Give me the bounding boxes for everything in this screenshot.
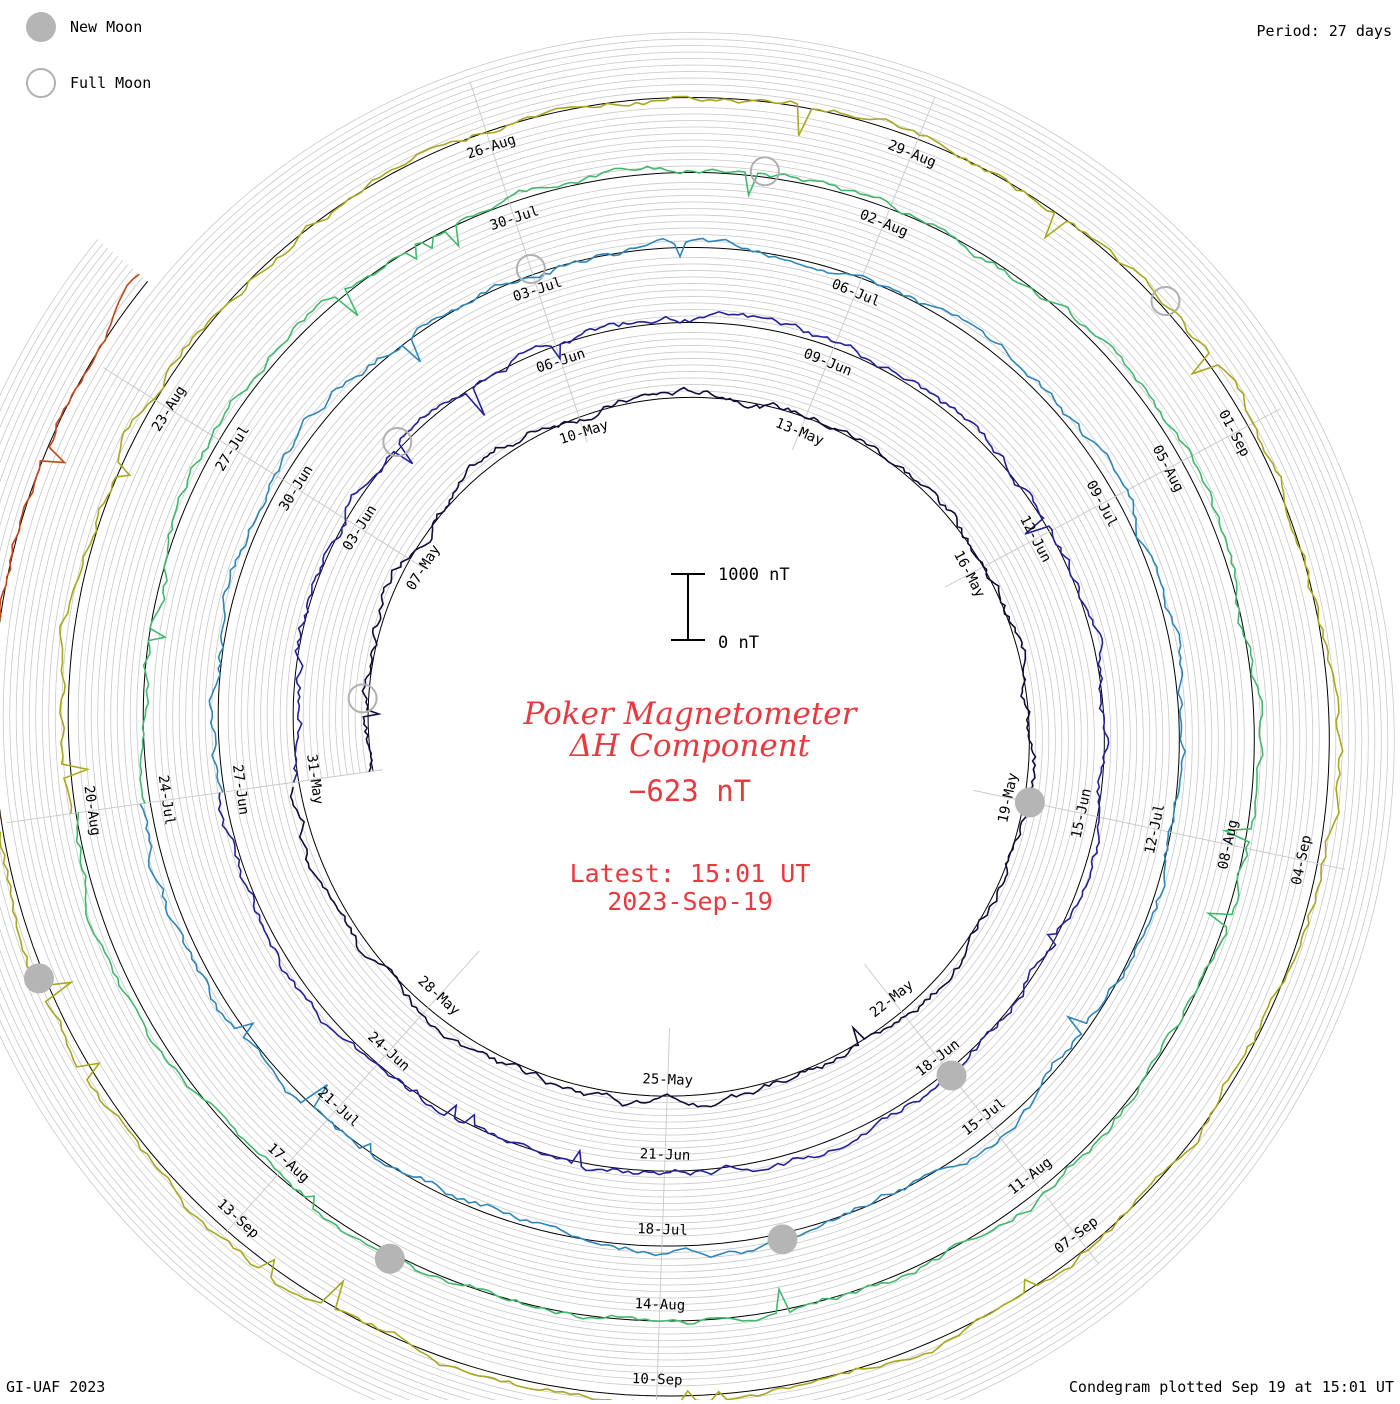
date-label: 10-Sep bbox=[632, 1371, 683, 1389]
trace-rotation-3 bbox=[139, 237, 1187, 1259]
grid-spiral bbox=[0, 38, 1389, 1404]
grid-spiral bbox=[0, 32, 1395, 1404]
trace-rotation-2 bbox=[217, 310, 1110, 1176]
date-label: 15-Jun bbox=[1069, 787, 1095, 840]
grid-spiral bbox=[0, 84, 1343, 1404]
full-moon-marker bbox=[515, 253, 546, 284]
title-line-1: Poker Magnetometer bbox=[523, 696, 857, 732]
date-label: 24-Jun bbox=[364, 1029, 412, 1075]
scale-bottom-label: 0 nT bbox=[718, 633, 759, 653]
current-value: −623 nT bbox=[628, 774, 752, 808]
date-label: 29-Aug bbox=[885, 137, 938, 171]
spoke-layer bbox=[6, 81, 1346, 1404]
full-moon-marker bbox=[347, 683, 378, 714]
radial-spoke bbox=[655, 1027, 670, 1404]
trace-rotation-4 bbox=[75, 165, 1264, 1325]
legend-new-moon: New Moon bbox=[26, 12, 142, 42]
date-label: 25-May bbox=[642, 1071, 693, 1089]
grid-layer bbox=[0, 32, 1395, 1404]
date-label: 03-Jul bbox=[511, 274, 564, 305]
radial-spoke bbox=[224, 950, 480, 1234]
grid-spiral bbox=[0, 45, 1382, 1404]
date-label: 27-Jul bbox=[213, 423, 253, 474]
date-label: 09-Jun bbox=[801, 346, 854, 380]
date-label: 13-Sep bbox=[214, 1196, 262, 1242]
chart-title: Poker Magnetometer ΔH Component bbox=[450, 698, 930, 762]
latest-date: 2023-Sep-19 bbox=[607, 887, 773, 916]
full-moon-marker bbox=[382, 427, 413, 458]
legend-full-moon-label: Full Moon bbox=[70, 74, 152, 92]
scale-bar: 1000 nT 0 nT bbox=[671, 565, 790, 653]
full-moon-icon bbox=[26, 68, 56, 98]
full-moon-marker bbox=[1150, 285, 1181, 316]
date-label: 07-Sep bbox=[1052, 1214, 1102, 1258]
title-line-2: ΔH Component bbox=[569, 728, 811, 764]
date-label: 22-May bbox=[867, 977, 917, 1021]
radial-spoke bbox=[6, 769, 383, 824]
full-moon-marker bbox=[749, 156, 780, 187]
new-moon-marker bbox=[1014, 787, 1045, 818]
date-label: 07-May bbox=[403, 542, 443, 593]
grid-spiral bbox=[0, 51, 1376, 1404]
radial-spoke bbox=[103, 367, 426, 570]
footer-plot-info: Condegram plotted Sep 19 at 15:01 UT bbox=[1068, 1378, 1394, 1396]
trace-layer bbox=[0, 95, 1344, 1404]
grid-spiral bbox=[0, 71, 1356, 1404]
period-label: Period: 27 days bbox=[1256, 22, 1392, 40]
new-moon-marker bbox=[23, 963, 54, 994]
radial-spoke bbox=[864, 964, 1100, 1265]
trace-rotation-1 bbox=[289, 386, 1037, 1108]
latest-block: Latest: 15:01 UT 2023-Sep-19 bbox=[450, 860, 930, 916]
grid-spiral bbox=[0, 64, 1363, 1404]
new-moon-marker bbox=[936, 1060, 967, 1091]
date-label: 28-May bbox=[415, 973, 463, 1019]
date-label: 23-Aug bbox=[149, 383, 189, 434]
legend-new-moon-label: New Moon bbox=[70, 18, 143, 36]
grid-spiral bbox=[0, 58, 1369, 1404]
radial-spoke bbox=[469, 81, 588, 443]
new-moon-icon bbox=[26, 12, 56, 42]
date-label: 02-Aug bbox=[857, 207, 910, 241]
new-moon-marker bbox=[374, 1243, 405, 1274]
trace-rotation-6 bbox=[0, 273, 140, 821]
radial-spoke bbox=[944, 408, 1281, 588]
date-label: 18-Jul bbox=[637, 1221, 688, 1239]
date-label: 30-Jun bbox=[276, 463, 316, 514]
date-label: 27-Jun bbox=[229, 764, 252, 816]
date-label: 21-Jun bbox=[640, 1146, 691, 1164]
date-label: 16-May bbox=[950, 548, 988, 600]
trace-rotation-5 bbox=[0, 95, 1344, 1404]
footer-credit: GI-UAF 2023 bbox=[6, 1378, 106, 1396]
latest-time: Latest: 15:01 UT bbox=[569, 859, 811, 888]
date-label: 04-Sep bbox=[1289, 834, 1315, 887]
date-label: 24-Jul bbox=[155, 774, 178, 826]
baseline-spiral bbox=[0, 96, 1330, 1397]
date-label: 21-Jul bbox=[314, 1085, 362, 1131]
date-label: 12-Jun bbox=[1016, 513, 1054, 565]
date-label: 08-Aug bbox=[1215, 818, 1241, 871]
date-label: 11-Aug bbox=[1005, 1155, 1055, 1199]
date-label: 12-Jul bbox=[1142, 803, 1168, 856]
date-label: 14-Aug bbox=[634, 1296, 685, 1314]
moon-layer bbox=[23, 156, 1181, 1274]
grid-spiral bbox=[0, 77, 1350, 1404]
date-label: 15-Jul bbox=[959, 1095, 1009, 1139]
date-label: 20-Aug bbox=[80, 785, 103, 837]
scale-top-label: 1000 nT bbox=[718, 565, 790, 585]
date-label: 31-May bbox=[303, 753, 326, 805]
legend-full-moon: Full Moon bbox=[26, 68, 151, 98]
radial-spoke bbox=[791, 97, 936, 451]
new-moon-marker bbox=[767, 1224, 798, 1255]
